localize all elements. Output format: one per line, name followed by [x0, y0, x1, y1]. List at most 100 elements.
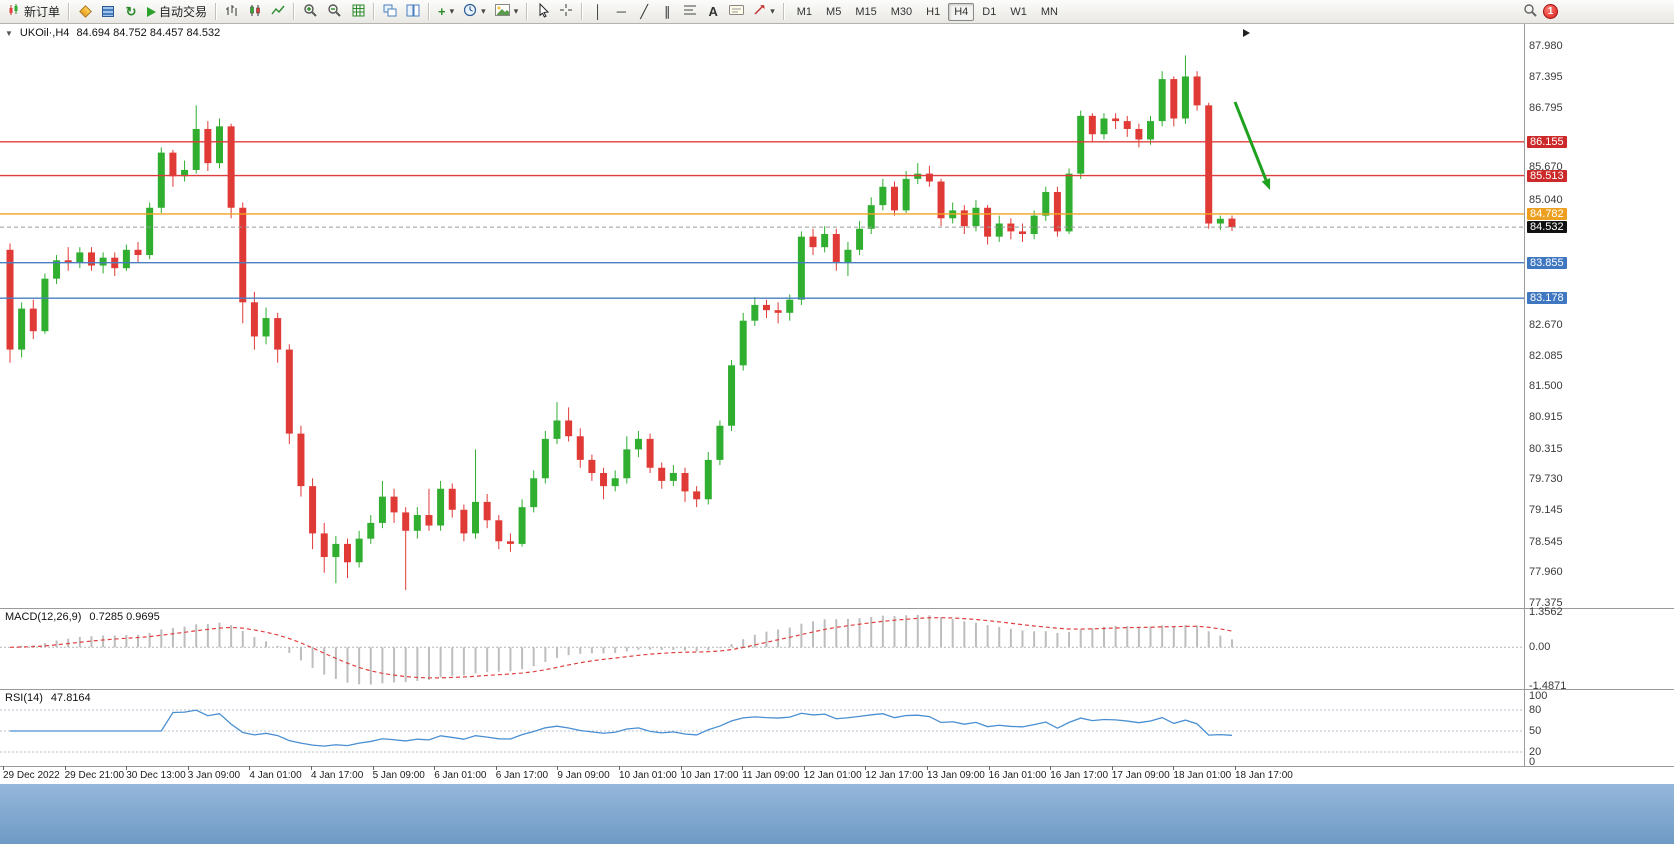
candle	[1216, 215, 1224, 230]
candle	[332, 536, 340, 584]
time-axis-tick	[372, 766, 374, 770]
indicators-button[interactable]: + ▾	[434, 2, 458, 22]
market-watch-button[interactable]	[74, 2, 96, 22]
pane-separator[interactable]	[0, 689, 1674, 690]
time-axis-label: 29 Dec 2022	[3, 770, 60, 781]
candle	[809, 228, 817, 256]
timeframe-button-m15[interactable]: M15	[855, 5, 877, 18]
timeframe-button-mn[interactable]: MN	[1040, 5, 1058, 18]
scroll-end-marker[interactable]	[1243, 29, 1250, 37]
rsi-pane[interactable]	[0, 689, 1674, 766]
price-axis[interactable]: 86.155 85.513 84.782 84.532 83.855 83.178 87.9…	[1525, 24, 1674, 784]
candle	[285, 344, 293, 445]
grid-button[interactable]	[347, 2, 369, 22]
timeframe-group: M1 M5 M15 M30 H1 H4 D1 W1 MN	[791, 2, 1064, 21]
templates-button[interactable]: ▾	[491, 2, 523, 22]
add-indicator-icon: +	[438, 4, 446, 19]
annotation-arrow[interactable]	[1233, 101, 1271, 190]
candle	[530, 470, 538, 513]
new-order-button[interactable]: 新订单	[3, 2, 64, 22]
macd-pane[interactable]	[0, 608, 1674, 689]
notification-badge[interactable]: 1	[1543, 4, 1558, 19]
vertical-line-tool-button[interactable]: │	[587, 2, 609, 22]
candle	[1147, 115, 1155, 145]
time-axis-tick	[434, 766, 436, 770]
text-label-icon	[729, 4, 745, 19]
horizontal-line-icon: ─	[616, 4, 626, 19]
price-chart-pane[interactable]	[0, 24, 1674, 608]
candle	[1228, 215, 1236, 232]
timeframe-button-m30[interactable]: M30	[890, 5, 913, 18]
price-axis-label: 85.040	[1529, 194, 1563, 207]
time-axis[interactable]: 29 Dec 2022 29 Dec 21:00 30 Dec 13:00 3 Jan…	[0, 766, 1524, 784]
candle	[204, 121, 212, 172]
candle	[553, 402, 561, 445]
auto-trading-button[interactable]: 自动交易	[143, 2, 211, 22]
candle	[53, 255, 61, 284]
candle	[541, 430, 549, 484]
candle	[274, 312, 282, 363]
fibonacci-tool-button[interactable]	[679, 2, 701, 22]
macd-header: MACD(12,26,9) 0.7285 0.9695	[5, 611, 160, 623]
trendline-tool-button[interactable]: ╱	[633, 2, 655, 22]
time-axis-label: 12 Jan 01:00	[803, 770, 862, 781]
shapes-tool-button[interactable]: ▾	[749, 2, 779, 22]
price-line-label: 86.155	[1527, 135, 1567, 148]
timeframe-button-w1[interactable]: W1	[1010, 5, 1027, 18]
timeframe-button-m1[interactable]: M1	[796, 5, 813, 18]
zoom-out-button[interactable]	[323, 2, 346, 22]
periods-button[interactable]: ▾	[459, 2, 490, 22]
text-tool-button[interactable]: A	[702, 2, 724, 22]
cascade-windows-button[interactable]	[402, 2, 424, 22]
collapse-chart-icon[interactable]: ▼	[5, 28, 13, 38]
timeframe-button-h4[interactable]: H4	[948, 2, 975, 21]
price-axis-label: 80.915	[1529, 411, 1563, 424]
candlestick-chart-icon	[248, 4, 262, 20]
pane-separator[interactable]	[0, 608, 1674, 609]
time-axis-label: 29 Dec 21:00	[64, 770, 125, 781]
navigator-button[interactable]: ↻	[120, 2, 142, 22]
chevron-down-icon: ▾	[770, 6, 775, 16]
candle	[262, 307, 270, 345]
auto-trading-play-icon	[147, 6, 157, 17]
tile-windows-button[interactable]	[379, 2, 401, 22]
timeframe-button-m5[interactable]: M5	[826, 5, 842, 18]
candle	[902, 171, 910, 214]
timeframe-button-h1[interactable]: H1	[926, 5, 941, 18]
candlestick-chart-button[interactable]	[244, 2, 266, 22]
candle	[984, 205, 992, 245]
candle	[867, 197, 875, 235]
candle	[832, 228, 840, 271]
candle	[367, 515, 375, 544]
candle	[227, 123, 235, 219]
zoom-in-button[interactable]	[299, 2, 322, 22]
horizontal-line-tool-button[interactable]: ─	[610, 2, 632, 22]
line-chart-button[interactable]	[267, 2, 289, 22]
channel-tool-button[interactable]: ∥	[656, 2, 678, 22]
price-axis-label: 87.395	[1529, 70, 1563, 83]
timeframe-button-d1[interactable]: D1	[982, 5, 997, 18]
toolbar-separator	[526, 3, 529, 20]
crosshair-button[interactable]	[555, 2, 577, 22]
time-axis-tick	[126, 766, 128, 770]
candle	[856, 220, 864, 256]
rsi-axis-label: 0	[1529, 756, 1536, 768]
chevron-down-icon: ▾	[481, 6, 486, 16]
candle	[588, 454, 596, 481]
candle	[576, 428, 584, 468]
tile-windows-icon	[383, 4, 397, 20]
price-axis-label: 77.960	[1529, 566, 1563, 579]
macd-title: MACD(12,26,9)	[5, 611, 82, 623]
search-button[interactable]	[1519, 2, 1542, 22]
time-axis-label: 4 Jan 01:00	[249, 770, 302, 781]
label-tool-button[interactable]	[725, 2, 748, 22]
candle	[1053, 186, 1061, 237]
time-axis-label: 17 Jan 09:00	[1111, 770, 1170, 781]
bar-chart-button[interactable]	[221, 2, 243, 22]
time-axis-label: 30 Dec 13:00	[126, 770, 186, 781]
cursor-button[interactable]	[532, 2, 554, 22]
time-axis-tick	[865, 766, 867, 770]
data-window-button[interactable]	[97, 2, 119, 22]
time-axis-tick	[3, 766, 4, 770]
